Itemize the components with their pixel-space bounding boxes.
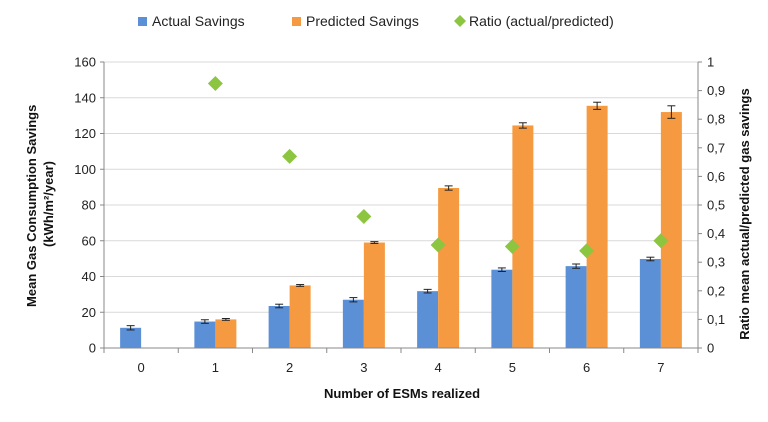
bar-predicted-savings (438, 188, 460, 348)
axes: 02040608010012014016000,10,20,30,40,50,6… (74, 55, 725, 376)
y2-tick-label: 0,8 (707, 112, 725, 127)
y-axis-title-line-1: Mean Gas Consumption Savings (24, 105, 39, 307)
y-tick-label: 0 (89, 341, 96, 356)
point-ratio (430, 237, 446, 253)
y2-tick-label: 0,2 (707, 283, 725, 298)
point-ratio (653, 233, 669, 249)
y2-tick-label: 0,5 (707, 198, 725, 213)
y-axis-title: Mean Gas Consumption Savings (kWh/m²/yea… (24, 101, 56, 307)
bar-predicted-savings (363, 242, 385, 348)
x-tick-label: 5 (509, 360, 516, 375)
bars (120, 105, 682, 348)
y2-tick-label: 0,9 (707, 83, 725, 98)
x-axis-title: Number of ESMs realized (324, 386, 480, 401)
y-tick-label: 80 (82, 198, 96, 213)
bar-predicted-savings (586, 105, 608, 348)
y-tick-label: 20 (82, 305, 96, 320)
legend-label: Ratio (actual/predicted) (469, 13, 614, 29)
y2-tick-label: 0,1 (707, 312, 725, 327)
y-tick-label: 160 (74, 55, 96, 70)
x-tick-label: 6 (583, 360, 590, 375)
y-tick-label: 100 (74, 162, 96, 177)
point-ratio (356, 208, 372, 224)
y2-tick-label: 1 (707, 55, 714, 70)
legend-swatch (454, 15, 466, 27)
bar-actual-savings (417, 291, 439, 348)
error-bars (126, 101, 676, 331)
y-tick-label: 40 (82, 269, 96, 284)
point-ratio (207, 75, 223, 91)
x-tick-label: 0 (138, 360, 145, 375)
bar-actual-savings (268, 305, 290, 348)
y-tick-label: 60 (82, 233, 96, 248)
x-tick-label: 7 (657, 360, 664, 375)
y2-axis-title: Ratio mean actual/predicted gas savings (737, 88, 752, 339)
legend-swatch (138, 17, 147, 26)
y-tick-label: 140 (74, 90, 96, 105)
point-ratio (504, 238, 520, 254)
bar-actual-savings (194, 321, 216, 348)
y2-tick-label: 0,6 (707, 169, 725, 184)
bar-predicted-savings (215, 319, 237, 348)
x-tick-label: 4 (435, 360, 442, 375)
x-tick-label: 3 (360, 360, 367, 375)
y-axis-title-line-2: (kWh/m²/year) (41, 161, 56, 247)
legend: Actual Savings Predicted Savings Ratio (ac… (138, 13, 614, 29)
bar-predicted-savings (512, 125, 534, 348)
legend-label: Predicted Savings (306, 13, 419, 29)
bar-actual-savings (491, 269, 513, 348)
point-ratio (282, 148, 298, 164)
y2-tick-label: 0,7 (707, 140, 725, 155)
bar-actual-savings (639, 258, 661, 348)
bar-predicted-savings (289, 285, 311, 348)
ratio-points (207, 75, 669, 259)
x-tick-label: 1 (212, 360, 219, 375)
bar-predicted-savings (660, 112, 682, 348)
legend-label: Actual Savings (152, 13, 245, 29)
legend-swatch (292, 17, 301, 26)
y2-tick-label: 0,4 (707, 226, 725, 241)
bar-actual-savings (565, 266, 587, 348)
x-tick-label: 2 (286, 360, 293, 375)
point-ratio (579, 243, 595, 259)
bar-actual-savings (120, 327, 142, 348)
y2-tick-label: 0,3 (707, 255, 725, 270)
y-tick-label: 120 (74, 126, 96, 141)
gridlines (104, 61, 698, 313)
bar-actual-savings (342, 299, 364, 348)
y2-tick-label: 0 (707, 341, 714, 356)
